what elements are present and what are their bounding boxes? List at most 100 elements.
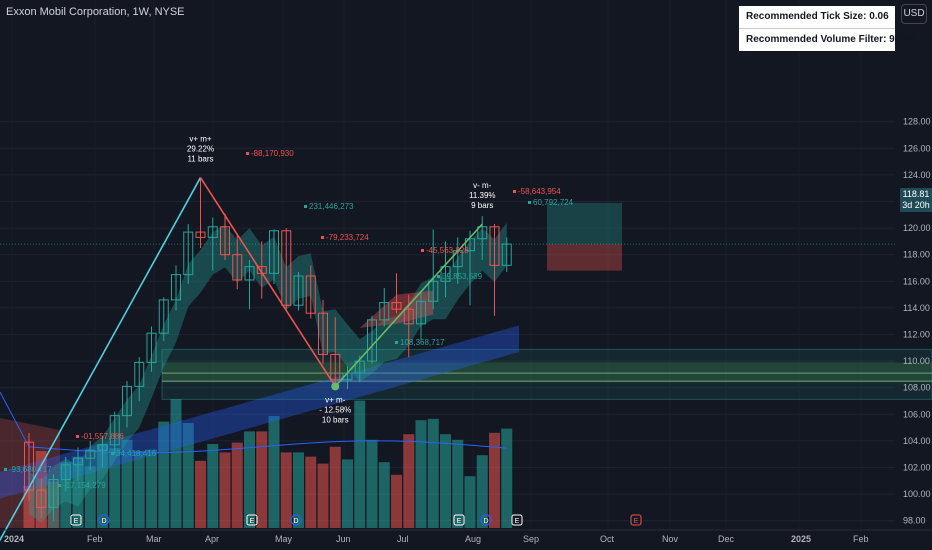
- x-tick-label: Apr: [205, 534, 219, 544]
- volume-label-text: -88,170,930: [251, 149, 294, 158]
- volume-bar: [305, 456, 317, 528]
- y-tick-label: 98.00: [903, 516, 926, 526]
- zones: [0, 202, 932, 400]
- volume-bar: [452, 439, 464, 528]
- volume-bar: [121, 439, 133, 528]
- x-tick-label: Jun: [336, 534, 351, 544]
- volume-bar: [182, 423, 194, 528]
- candle-body: [158, 299, 169, 334]
- event-marker: D: [480, 514, 492, 526]
- last-price-value: 118.81: [902, 189, 930, 199]
- candle-body: [330, 353, 341, 381]
- event-marker-box: [480, 514, 492, 526]
- candle-body: [293, 275, 304, 306]
- event-marker: D: [290, 514, 302, 526]
- volume-bar: [293, 452, 304, 528]
- volume-label-marker: [513, 190, 516, 193]
- volume-bar: [464, 476, 476, 528]
- candle-body: [354, 360, 365, 374]
- target-box: [547, 202, 622, 245]
- volume-bar: [329, 446, 341, 528]
- volume-label-text: 59,853,589: [442, 272, 483, 281]
- volume-bar: [489, 432, 500, 528]
- demand-zone-inner: [162, 362, 932, 383]
- candle-body: [122, 385, 132, 417]
- volume-label-marker: [528, 201, 531, 204]
- demand-zone: [161, 348, 932, 400]
- volume-bar: [97, 444, 108, 528]
- volume-bar: [427, 418, 439, 528]
- y-tick-label: 124.00: [903, 170, 931, 180]
- volume-filter-text: Recommended Volume Filter: 94956.78: [746, 34, 931, 45]
- volume-bar: [342, 459, 353, 528]
- y-tick-label: 126.00: [903, 143, 931, 153]
- x-tick-label: Dec: [718, 534, 735, 544]
- y-tick-label: 120.00: [903, 223, 931, 233]
- candle-body: [477, 226, 488, 240]
- candle-body: [281, 230, 292, 306]
- volume-labels: -88,170,930 231,446,273 -79,233,724 -45,563…: [4, 149, 574, 490]
- stop-box: [547, 244, 622, 271]
- last-price-countdown: 3d 20h: [902, 200, 930, 210]
- event-marker-text: D: [101, 518, 106, 525]
- candle-body: [36, 489, 47, 508]
- volume-label-marker: [111, 452, 114, 455]
- y-tick-label: 110.00: [903, 356, 930, 366]
- zigzag-label: 9 bars: [471, 201, 493, 210]
- candle-body: [440, 266, 451, 282]
- x-tick-label: May: [275, 534, 293, 544]
- volume-bar: [23, 486, 35, 528]
- future-event-marker: [630, 514, 642, 526]
- volume-bar: [84, 466, 96, 528]
- candle-body: [318, 312, 328, 355]
- volume-bar: [60, 462, 72, 528]
- volume-label-marker: [395, 341, 398, 344]
- zigzag-leg: [199, 177, 336, 387]
- event-marker: E: [511, 514, 523, 526]
- volume-label-marker: [58, 484, 61, 487]
- event-marker: E: [246, 514, 258, 526]
- event-marker-box: [98, 514, 110, 526]
- volume-bar: [244, 431, 255, 528]
- volume-shade: [0, 418, 60, 528]
- event-marker-text: E: [250, 518, 255, 525]
- volume-label-marker: [421, 249, 424, 252]
- zigzag-label: v- m-: [473, 181, 492, 190]
- candle-body: [501, 243, 512, 266]
- volume-label-text: -58,643,954: [518, 187, 561, 196]
- volume-bar: [354, 400, 366, 528]
- x-tick-label: Sep: [523, 534, 539, 544]
- volume-bar: [391, 474, 402, 528]
- x-tick-label: Aug: [465, 534, 481, 544]
- event-marker-box: [246, 514, 258, 526]
- candle-body: [195, 231, 206, 238]
- currency-button[interactable]: USD: [901, 4, 927, 24]
- y-tick-label: 128.00: [903, 117, 931, 127]
- volume-bar: [195, 460, 206, 528]
- volume-bar: [317, 463, 329, 528]
- y-tick-label: 118.00: [903, 250, 930, 260]
- x-tick-label: 2024: [4, 534, 24, 544]
- price-axis: 98.00 100.00 102.00 104.00 106.00 108.00 110.0…: [903, 117, 931, 526]
- zigzag-leg: [334, 223, 483, 387]
- volume-bar: [72, 456, 84, 528]
- y-tick-label: 104.00: [903, 436, 931, 446]
- volume-bar: [170, 399, 182, 528]
- info-box: Recommended Tick Size: 0.06 Recommended …: [739, 6, 931, 51]
- event-marker: E: [70, 514, 82, 526]
- last-price-label: 118.81 3d 20h: [900, 188, 932, 212]
- zigzag-label: 29.22%: [187, 145, 214, 154]
- volume-label-text: 60,792,724: [533, 198, 574, 207]
- volume-bar: [280, 452, 292, 528]
- y-tick-label: 116.00: [903, 276, 930, 286]
- volume-bar: [268, 416, 280, 528]
- event-marker-text: D: [293, 518, 298, 525]
- volume-bar: [378, 462, 390, 528]
- chart-title: Exxon Mobil Corporation, 1W, NYSE: [6, 6, 185, 18]
- candle-body: [244, 266, 255, 281]
- x-tick-label: Mar: [146, 534, 162, 544]
- volume-bar: [366, 439, 378, 528]
- candle-body: [269, 230, 279, 274]
